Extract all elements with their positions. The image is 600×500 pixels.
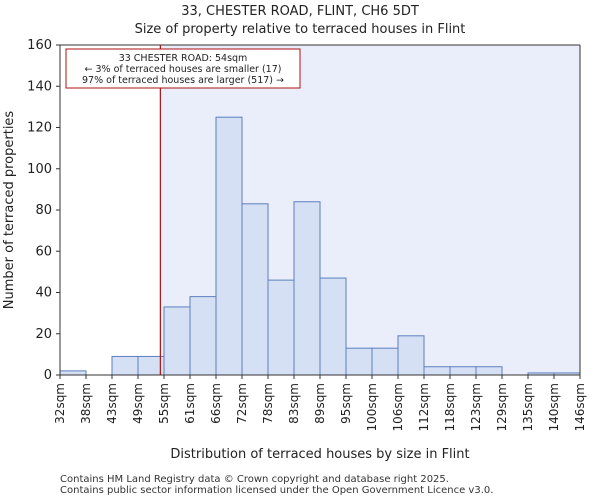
x-tick-label: 55sqm: [157, 383, 171, 424]
x-tick-label: 112sqm: [417, 383, 431, 431]
x-tick-label: 49sqm: [131, 383, 145, 424]
bar: [163, 306, 191, 376]
y-tick-label: 60: [35, 244, 52, 259]
x-tick-label: 38sqm: [79, 383, 93, 424]
x-tick-label: 89sqm: [313, 383, 327, 424]
chart-subtitle: Size of property relative to terraced ho…: [134, 22, 466, 37]
x-tick-label: 129sqm: [495, 383, 509, 431]
bar: [215, 116, 243, 376]
footer-line-2: Contains public sector information licen…: [60, 485, 494, 496]
bar: [111, 355, 139, 376]
bar: [371, 347, 399, 376]
bar: [449, 366, 477, 376]
bar: [293, 201, 321, 376]
footer-line-1: Contains HM Land Registry data © Crown c…: [60, 474, 449, 485]
y-tick-label: 0: [44, 368, 52, 383]
annotation-box: [65, 48, 301, 89]
bar: [397, 335, 425, 376]
chart-title: 33, CHESTER ROAD, FLINT, CH6 5DT: [181, 4, 419, 19]
x-tick-label: 123sqm: [469, 383, 483, 431]
y-tick-label: 80: [35, 203, 52, 218]
y-tick-label: 100: [27, 162, 52, 177]
bar: [267, 279, 295, 376]
x-tick-label: 66sqm: [209, 383, 223, 424]
x-tick-label: 146sqm: [573, 383, 587, 431]
x-tick-label: 106sqm: [391, 383, 405, 431]
x-tick-label: 118sqm: [443, 383, 457, 431]
bar: [59, 370, 87, 376]
x-tick-label: 32sqm: [53, 383, 67, 424]
x-tick-label: 135sqm: [521, 383, 535, 431]
x-tick-label: 140sqm: [547, 383, 561, 431]
x-axis-title: Distribution of terraced houses by size …: [170, 447, 469, 462]
x-tick-label: 83sqm: [287, 383, 301, 424]
bar: [319, 277, 347, 376]
y-tick-label: 120: [27, 121, 52, 136]
y-tick-label: 160: [27, 38, 52, 53]
y-tick-label: 20: [35, 327, 52, 342]
bar: [475, 366, 503, 376]
annotation-line: ← 3% of terraced houses are smaller (17): [85, 64, 282, 75]
x-tick-label: 100sqm: [365, 383, 379, 431]
x-tick-label: 43sqm: [105, 383, 119, 424]
y-axis-title: Number of terraced properties: [2, 111, 17, 310]
bar: [189, 296, 217, 376]
x-tick-label: 72sqm: [235, 383, 249, 424]
annotation-line: 97% of terraced houses are larger (517) …: [82, 75, 284, 86]
x-tick-label: 61sqm: [183, 383, 197, 424]
annotation-line: 33 CHESTER ROAD: 54sqm: [119, 53, 248, 64]
x-tick-label: 78sqm: [261, 383, 275, 424]
x-tick-label: 95sqm: [339, 383, 353, 424]
bar: [345, 347, 373, 376]
y-tick-label: 40: [35, 286, 52, 301]
y-tick-label: 140: [27, 79, 52, 94]
bar: [241, 203, 269, 376]
bar: [423, 366, 451, 376]
